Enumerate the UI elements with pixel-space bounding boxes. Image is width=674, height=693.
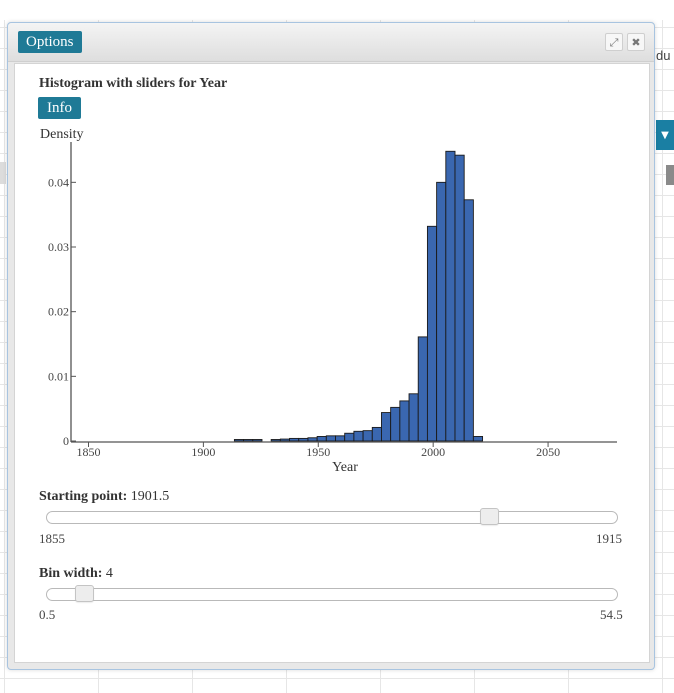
histogram-bar [390, 406, 401, 442]
histogram-bar [298, 437, 309, 442]
expand-icon[interactable]: ⤢ [605, 33, 623, 51]
histogram-bar [445, 150, 456, 442]
histogram-bar [463, 199, 474, 442]
background-dropdown-button[interactable]: ▼ [656, 120, 674, 150]
histogram-bar [362, 430, 373, 442]
binwidth-slider-value: 4 [105, 566, 113, 581]
start-slider-label: Starting point: 1901.5 [39, 489, 169, 505]
histogram-bar [316, 436, 327, 442]
binwidth-slider-max: 54.5 [600, 607, 623, 622]
histogram-bar [335, 435, 346, 442]
binwidth-slider-title: Bin width: [39, 566, 103, 581]
options-dialog: Options ⤢ ✖ Histogram with sliders for Y… [7, 22, 655, 670]
spreadsheet-top-band [0, 0, 674, 20]
histogram-bar [408, 393, 419, 442]
start-slider-value: 1901.5 [130, 489, 170, 504]
chart-heading: Histogram with sliders for Year [39, 76, 228, 91]
histogram-chart: 1850 1900 1950 2000 2050 0 0.01 0.02 0.03 0.04 D… [40, 127, 617, 475]
histogram-bar [353, 430, 364, 442]
x-axis-ticks: 1850 1900 1950 2000 2050 [76, 442, 560, 459]
binwidth-slider-handle[interactable] [75, 585, 95, 602]
x-axis-label: Year [332, 460, 358, 475]
binwidth-slider-label: Bin width: 4 [39, 566, 113, 582]
y-tick-label: 0.04 [48, 175, 69, 189]
histogram-bar [279, 438, 290, 442]
caret-down-icon: ▼ [661, 129, 669, 141]
start-slider-handle[interactable] [479, 508, 499, 525]
histogram-bar [325, 435, 336, 442]
y-axis-label: Density [40, 127, 84, 142]
background-scrollbar[interactable] [666, 165, 674, 185]
histogram-bar [436, 181, 447, 442]
y-axis-ticks: 0 0.01 0.02 0.03 0.04 [48, 175, 76, 448]
start-slider-track[interactable] [46, 511, 618, 524]
histogram-bar [381, 412, 392, 442]
x-tick-label: 1900 [191, 445, 215, 459]
histogram-bar [371, 426, 382, 442]
histogram-bar [426, 225, 438, 442]
x-tick-label: 1850 [76, 445, 100, 459]
info-button[interactable]: Info [38, 97, 81, 119]
histogram-bar [289, 437, 300, 442]
y-tick-label: 0.01 [48, 369, 69, 383]
histogram-bar [472, 436, 484, 442]
x-tick-label: 1950 [306, 445, 330, 459]
dialog-title: Options [18, 31, 82, 53]
x-tick-label: 2000 [421, 445, 445, 459]
binwidth-slider-min: 0.5 [39, 607, 56, 622]
x-tick-label: 2050 [536, 445, 560, 459]
background-selected-cell [0, 162, 6, 184]
binwidth-slider-track[interactable] [46, 588, 618, 601]
y-tick-label: 0.03 [48, 240, 69, 254]
dialog-titlebar[interactable]: Options ⤢ ✖ [8, 23, 654, 62]
histogram-bar [270, 439, 281, 442]
dialog-content: Histogram with sliders for Year Info 185… [14, 63, 650, 663]
histogram-bar [243, 439, 254, 442]
histogram-bar [417, 336, 428, 442]
start-slider-title: Starting point: [39, 489, 128, 504]
histogram-bar [454, 154, 465, 442]
histogram-bars [233, 150, 484, 442]
histogram-bar [307, 437, 318, 442]
close-icon[interactable]: ✖ [627, 33, 645, 51]
start-slider-max: 1915 [596, 531, 622, 546]
start-slider-min: 1855 [39, 531, 65, 546]
background-column-header: du [656, 48, 671, 63]
y-tick-label: 0 [63, 434, 69, 448]
histogram-bar [252, 439, 263, 442]
histogram-bar [344, 432, 355, 442]
histogram-bar [399, 400, 410, 442]
histogram-bar [233, 439, 245, 442]
y-tick-label: 0.02 [48, 305, 69, 319]
